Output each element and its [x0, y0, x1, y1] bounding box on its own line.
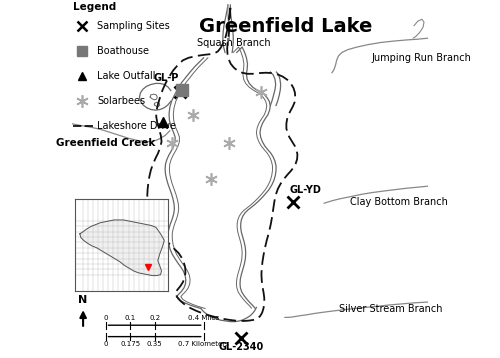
Text: 0.175: 0.175 [120, 341, 140, 347]
Text: Clay Bottom Branch: Clay Bottom Branch [350, 197, 448, 207]
Text: Silver Stream Branch: Silver Stream Branch [339, 304, 442, 314]
Text: Lakeshore Drive: Lakeshore Drive [98, 121, 176, 131]
Text: 0: 0 [104, 315, 108, 320]
Text: Legend: Legend [74, 3, 116, 13]
Text: Lake Outfall: Lake Outfall [98, 71, 156, 81]
Text: Boathouse: Boathouse [98, 45, 150, 55]
Text: GL-P: GL-P [154, 73, 178, 83]
Text: 0.2: 0.2 [149, 315, 160, 320]
Text: Solarbees: Solarbees [98, 96, 146, 106]
Text: 0.35: 0.35 [147, 341, 162, 347]
Text: 0.4 Miles: 0.4 Miles [188, 315, 220, 320]
Text: GL-2340: GL-2340 [218, 342, 264, 352]
Text: Squash Branch: Squash Branch [197, 39, 271, 48]
Text: 0.7 Kilometers: 0.7 Kilometers [178, 341, 229, 347]
Text: Greenfield Creek: Greenfield Creek [56, 138, 156, 148]
Text: GL-YD: GL-YD [289, 185, 321, 195]
Text: 0.1: 0.1 [124, 315, 136, 320]
Text: Sampling Sites: Sampling Sites [98, 21, 170, 31]
Text: N: N [78, 295, 88, 305]
Text: Greenfield Lake: Greenfield Lake [199, 17, 372, 36]
Text: 0: 0 [104, 341, 108, 347]
Text: Jumping Run Branch: Jumping Run Branch [371, 53, 471, 63]
